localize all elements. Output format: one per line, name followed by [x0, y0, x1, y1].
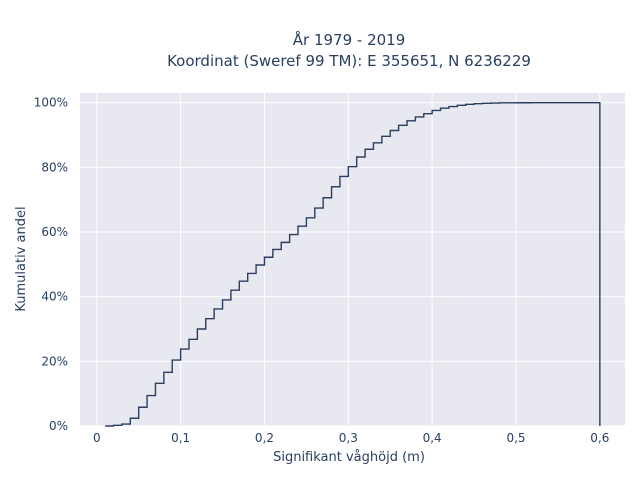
y-tick-label: 80% [41, 160, 68, 174]
x-axis-label: Signifikant våghöjd (m) [273, 450, 425, 465]
x-axis-ticks: 0 0,1 0,2 0,3 0,4 0,5 0,6 [93, 431, 609, 445]
plot-area [80, 93, 625, 426]
y-tick-label: 60% [41, 225, 68, 239]
x-tick-label: 0,2 [255, 431, 274, 445]
y-axis-label: Kumulativ andel [14, 206, 29, 311]
x-tick-label: 0,1 [171, 431, 190, 445]
x-tick-label: 0 [93, 431, 101, 445]
y-tick-label: 100% [34, 96, 68, 110]
x-tick-label: 0,6 [590, 431, 609, 445]
y-tick-label: 20% [41, 354, 68, 368]
y-tick-label: 0% [49, 419, 68, 433]
cdf-step-line [105, 102, 601, 427]
x-tick-label: 0,4 [423, 431, 442, 445]
y-axis-ticks: 0% 20% 40% 60% 80% 100% [34, 96, 68, 433]
y-tick-label: 40% [41, 290, 68, 304]
chart-subtitle: Koordinat (Sweref 99 TM): E 355651, N 62… [167, 52, 531, 70]
x-tick-label: 0,3 [339, 431, 358, 445]
x-tick-label: 0,5 [506, 431, 525, 445]
chart-title: År 1979 - 2019 [293, 30, 406, 49]
